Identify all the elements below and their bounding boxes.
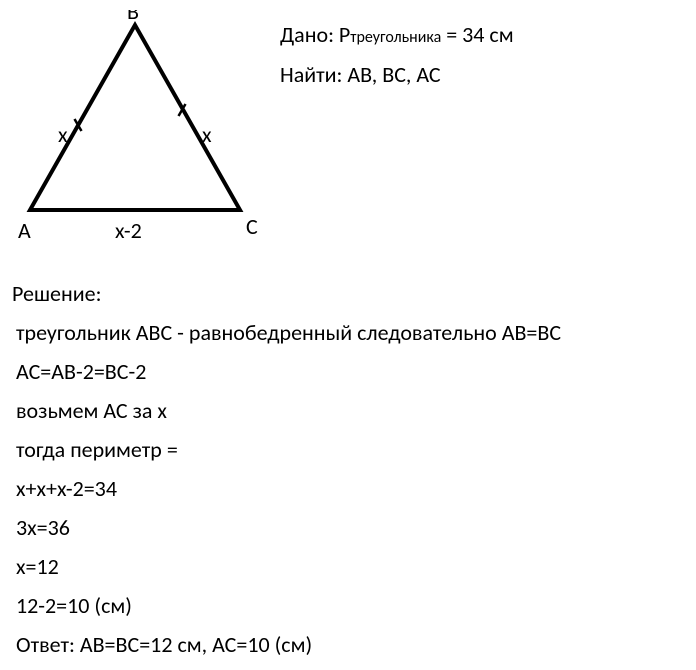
given-subscript: треугольника — [350, 28, 441, 47]
solution-line: 12-2=10 (см) — [16, 592, 561, 619]
page: A B Cx x x-2 Дано: Pтреугольника = 34 см Най… — [0, 0, 696, 663]
svg-text:A: A — [18, 217, 31, 244]
solution-line: AC=AB-2=BC-2 — [16, 358, 561, 385]
svg-text:B: B — [127, 10, 139, 25]
solution-line: 3x=36 — [16, 514, 561, 541]
given-line-2: Найти: AB, BC, AC — [280, 55, 514, 95]
solution-line: x+x+x-2=34 — [16, 475, 561, 502]
solution-block: Решение: треугольник ABC - равнобедренны… — [12, 280, 561, 670]
given-line-1: Дано: Pтреугольника = 34 см — [280, 15, 514, 55]
given-suffix: = 34 см — [441, 21, 513, 48]
solution-line: тогда периметр = — [16, 436, 561, 463]
solution-line: возьмем AC за x — [16, 397, 561, 424]
solution-heading: Решение: — [12, 280, 561, 307]
solution-line: треугольник ABC - равнобедренный следова… — [16, 319, 561, 346]
solution-line: Ответ: AB=BC=12 см, AC=10 (см) — [16, 631, 561, 658]
solution-line: x=12 — [16, 553, 561, 580]
svg-text:x: x — [58, 121, 68, 148]
svg-text:x-2: x-2 — [115, 217, 142, 244]
given-prefix: Дано: P — [280, 21, 350, 48]
triangle-diagram: A B Cx x x-2 — [10, 10, 270, 260]
given-block: Дано: Pтреугольника = 34 см Найти: AB, B… — [280, 15, 514, 94]
svg-text:x: x — [202, 121, 212, 148]
svg-text:C: C — [246, 213, 258, 240]
